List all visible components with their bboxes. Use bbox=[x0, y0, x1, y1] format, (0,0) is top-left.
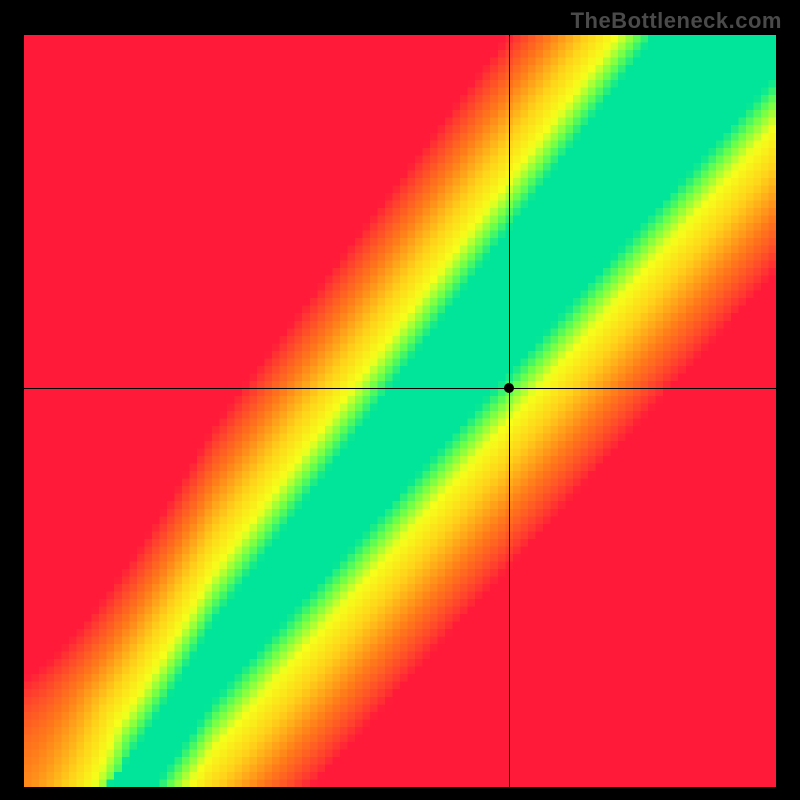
crosshair-vertical bbox=[509, 35, 510, 787]
heatmap-chart bbox=[24, 35, 776, 787]
watermark-text: TheBottleneck.com bbox=[571, 8, 782, 34]
crosshair-horizontal bbox=[24, 388, 776, 389]
intersection-marker bbox=[504, 383, 514, 393]
heatmap-canvas bbox=[24, 35, 776, 787]
